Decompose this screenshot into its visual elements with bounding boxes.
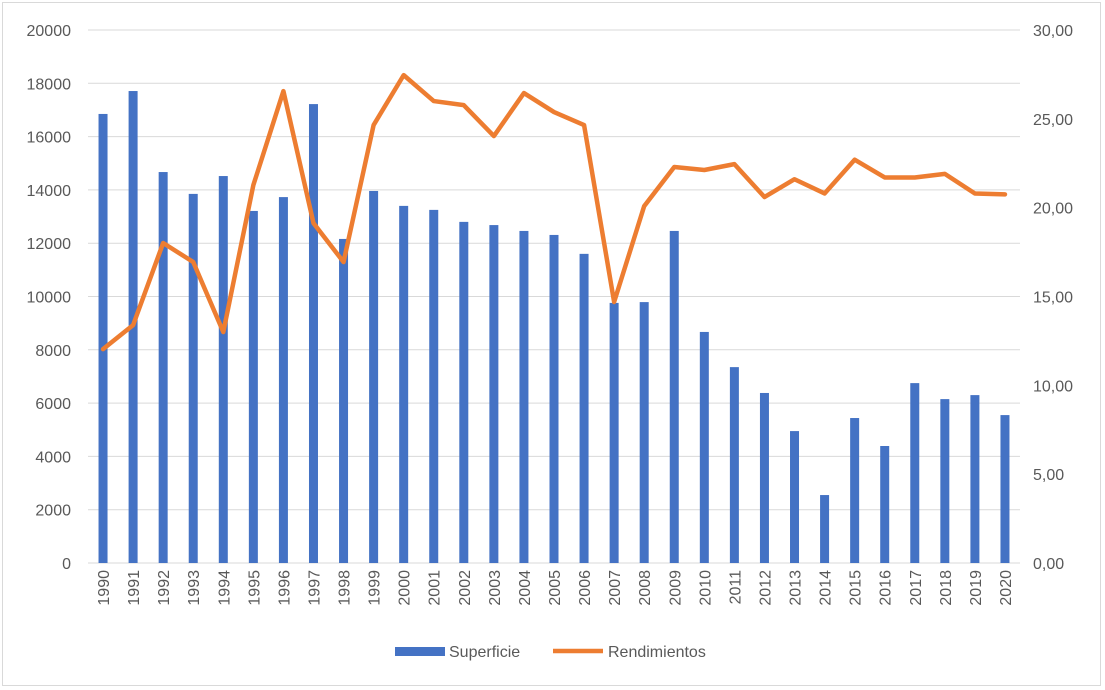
y-left-tick-label: 0: [62, 556, 71, 573]
bar-superficie-2009: [669, 230, 679, 564]
bar-superficie-2006: [579, 253, 589, 564]
y-left-tick-label: 6000: [35, 396, 71, 413]
x-tick-label: 2009: [667, 570, 684, 606]
x-tick-label: 2004: [517, 570, 534, 606]
y-right-tick-label: 25,00: [1033, 112, 1073, 129]
bar-superficie-2020: [1000, 415, 1010, 563]
bar-superficie-2002: [459, 221, 469, 563]
x-tick-label: 2017: [908, 570, 925, 606]
x-tick-label: 2005: [547, 570, 564, 606]
legend-label-superficie: Superficie: [449, 644, 520, 661]
bar-superficie-2007: [609, 302, 619, 563]
y-left-tick-label: 20000: [27, 23, 72, 40]
bar-superficie-2005: [549, 234, 559, 563]
x-tick-label: 2016: [878, 570, 895, 606]
x-tick-label: 1994: [216, 570, 233, 606]
legend-label-rendimientos: Rendimientos: [608, 644, 706, 661]
x-tick-label: 1998: [337, 570, 354, 606]
x-tick-label: 2013: [788, 570, 805, 606]
y-right-tick-label: 10,00: [1033, 378, 1073, 395]
y-left-tick-label: 4000: [35, 449, 71, 466]
y-left-tick-label: 12000: [27, 236, 72, 253]
bar-superficie-2010: [699, 331, 709, 563]
x-tick-label: 2000: [397, 570, 414, 606]
bar-superficie-1997: [308, 104, 318, 563]
x-tick-label: 1999: [367, 570, 384, 606]
x-tick-label: 2019: [968, 570, 985, 606]
x-tick-label: 1991: [126, 570, 143, 606]
legend-swatch-superficie: [395, 647, 445, 656]
bar-superficie-1993: [188, 193, 198, 563]
bar-superficie-2012: [759, 392, 769, 563]
bar-superficie-1996: [278, 197, 288, 563]
y-right-tick-label: 15,00: [1033, 290, 1073, 307]
x-tick-label: 2007: [607, 570, 624, 606]
x-tick-label: 2008: [637, 570, 654, 606]
x-tick-label: 2018: [938, 570, 955, 606]
bar-superficie-2019: [970, 395, 980, 563]
y-left-tick-label: 14000: [27, 183, 72, 200]
x-tick-label: 1997: [306, 570, 323, 606]
y-left-tick-label: 16000: [27, 130, 72, 147]
y-right-tick-label: 0,00: [1033, 556, 1064, 573]
bar-superficie-1998: [339, 238, 349, 563]
x-tick-label: 2003: [487, 570, 504, 606]
bar-superficie-2000: [399, 205, 409, 563]
bar-superficie-2013: [790, 431, 800, 563]
bar-superficie-2008: [639, 302, 649, 563]
x-tick-label: 2010: [697, 570, 714, 606]
x-tick-label: 2015: [848, 570, 865, 606]
bar-superficie-2001: [429, 209, 439, 563]
y-left-tick-label: 2000: [35, 503, 71, 520]
y-right-tick-label: 30,00: [1033, 23, 1073, 40]
y-right-tick-label: 20,00: [1033, 201, 1073, 218]
x-tick-label: 2002: [457, 570, 474, 606]
x-tick-label: 2001: [427, 570, 444, 606]
x-tick-label: 1993: [186, 570, 203, 606]
x-tick-label: 1995: [246, 570, 263, 606]
y-left-tick-label: 10000: [27, 290, 72, 307]
y-left-tick-label: 18000: [27, 76, 72, 93]
x-tick-label: 2012: [757, 570, 774, 606]
x-tick-label: 2014: [818, 570, 835, 606]
x-tick-label: 2006: [577, 570, 594, 606]
x-tick-label: 2011: [727, 570, 744, 605]
bar-superficie-1995: [248, 210, 258, 564]
bar-superficie-1994: [218, 176, 228, 564]
x-tick-label: 1996: [276, 570, 293, 606]
bar-superficie-1990: [98, 113, 108, 563]
bar-superficie-2011: [729, 367, 739, 563]
bar-superficie-2017: [910, 383, 920, 563]
bar-superficie-2014: [820, 495, 830, 563]
bar-superficie-1999: [369, 190, 379, 563]
bar-superficie-2015: [850, 418, 860, 563]
bar-superficie-1992: [158, 172, 168, 563]
x-tick-label: 1992: [156, 570, 173, 606]
bar-superficie-2018: [940, 399, 950, 563]
bar-superficie-2016: [880, 446, 890, 563]
x-tick-label: 1990: [96, 570, 113, 606]
y-right-tick-label: 5,00: [1033, 467, 1064, 484]
bar-superficie-2003: [489, 225, 499, 563]
bar-superficie-2004: [519, 230, 529, 564]
y-left-tick-label: 8000: [35, 343, 71, 360]
x-tick-label: 2020: [998, 570, 1015, 606]
